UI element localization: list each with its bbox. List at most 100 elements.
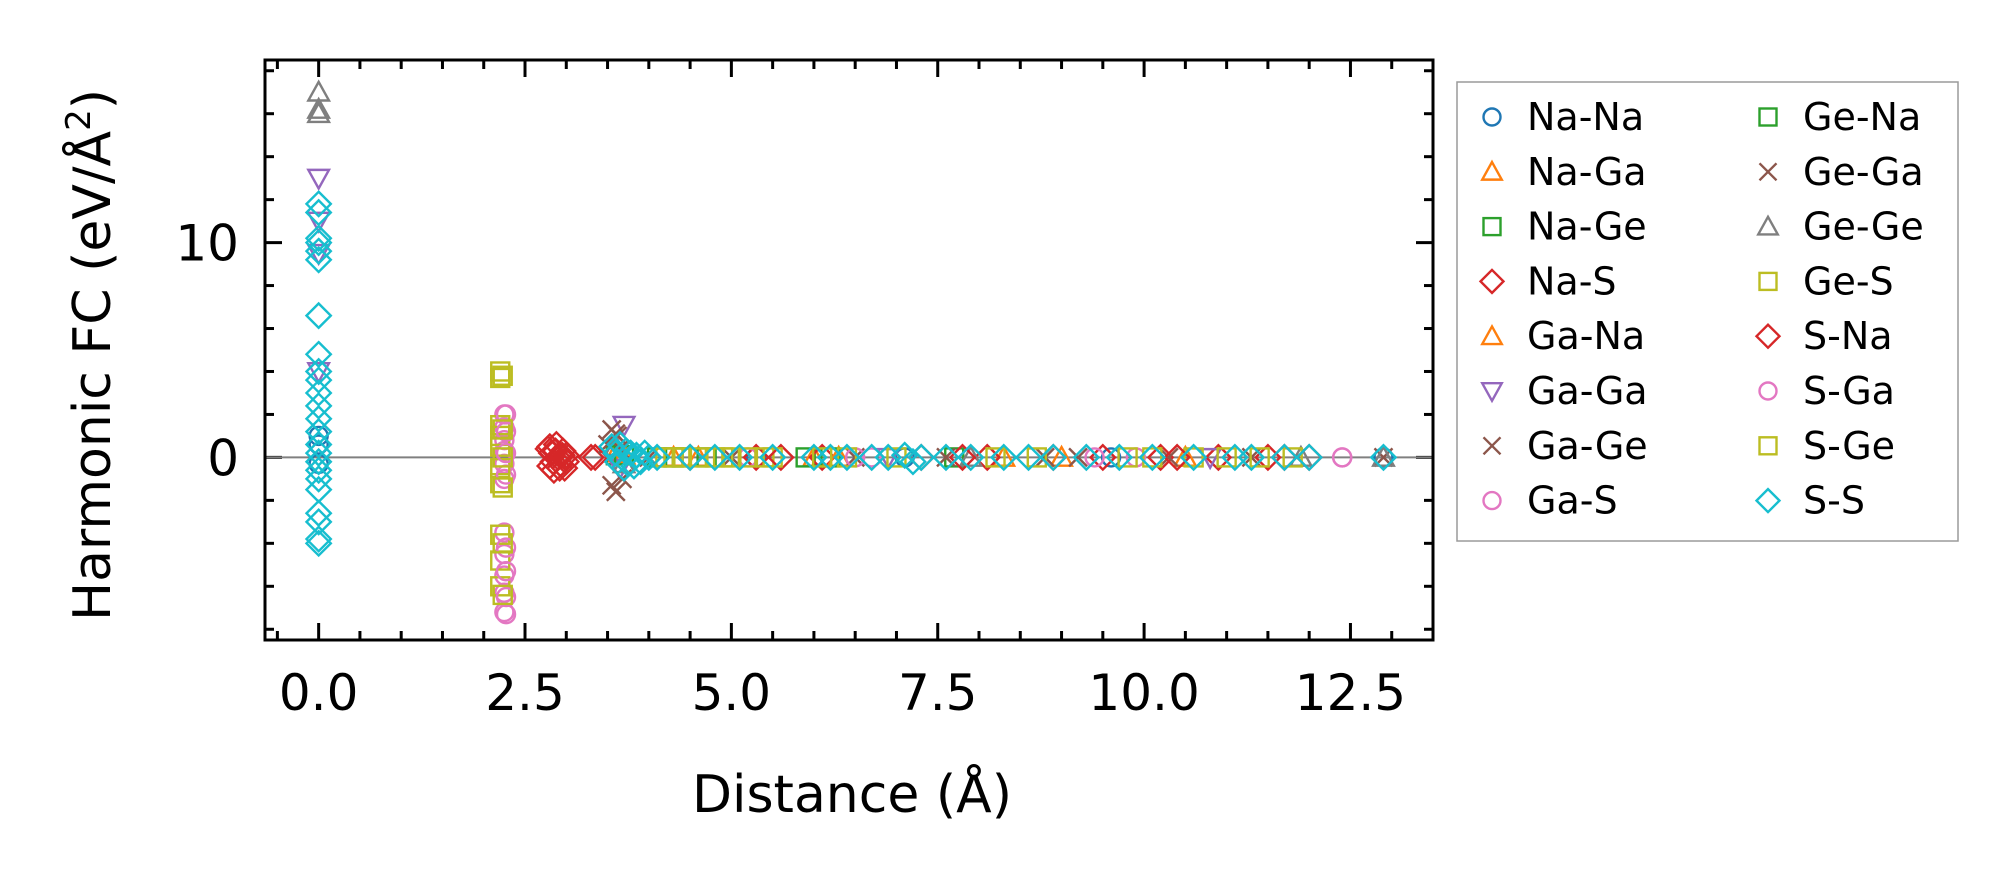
legend-label: Ge-Ga [1803,150,1924,194]
y-axis-label-main: Harmonic FC (eV/Å [61,130,123,621]
data-point [737,447,759,468]
x-tick-label: 0.0 [279,664,359,722]
data-point [1014,443,1043,472]
x-tick-label: 7.5 [898,664,978,722]
data-point [545,454,574,482]
data-point [304,417,333,446]
x-axis-label: Distance (Å) [692,763,1012,825]
data-point [676,443,704,472]
data-point [688,447,709,468]
legend-label: Na-Ga [1527,150,1647,194]
data-point [601,475,622,496]
y-axis-label: Harmonic FC (eV/Å2) [59,89,123,621]
data-point [767,443,795,472]
plot-frame [263,58,1435,642]
tick-layer [265,60,1435,640]
data-point [1282,447,1303,468]
series-ge-ge [306,79,1396,474]
data-point [304,499,333,528]
data-point [1369,443,1398,472]
legend-label: S-S [1803,479,1865,523]
y-axis-label-close: ) [63,89,123,109]
data-point [492,477,513,498]
legend-item-s-s: S-S [1754,479,1865,523]
data-point [1138,443,1167,472]
legend-marker [1480,159,1504,181]
x-tick-label: 2.5 [485,664,565,722]
legend-item-s-ge: S-Ge [1758,424,1895,468]
legend-marker [1754,487,1782,514]
data-point [492,419,513,440]
y-tick-label: 10 [175,215,239,273]
data-point [932,443,960,472]
y-tick-label: 0 [207,429,239,487]
data-point [958,444,984,467]
data-point [1100,447,1122,468]
legend-marker [1482,107,1502,127]
data-point [725,443,754,472]
data-point [548,441,577,470]
legend-marker [1756,214,1780,236]
legend: Na-Na Na-Ga Na-Ge Na-S Ga-Na Ga-Ga Ga-Ge Ga-S Ge… [1478,95,1924,523]
data-point [712,447,734,468]
data-point [795,447,816,468]
data-point [304,529,333,558]
data-point [552,447,581,476]
data-point [490,414,511,436]
data-point [1068,447,1088,468]
series-ga-ga [306,168,1223,481]
data-point [1237,443,1266,472]
data-point [643,443,671,472]
data-point [304,237,333,266]
data-point [1371,444,1396,467]
legend-label: Na-Ge [1527,205,1647,249]
legend-marker [1480,381,1504,404]
legend-label: S-Ge [1803,424,1895,468]
data-point [304,357,333,386]
data-point [492,365,513,386]
data-point [701,443,729,472]
data-point [1249,447,1270,468]
data-point [1084,447,1105,468]
data-point [304,224,333,253]
data-point [989,443,1018,472]
data-point [306,168,332,191]
data-point [1026,447,1047,468]
legend-item-ga-s: Ga-S [1482,479,1618,523]
data-point [495,442,517,464]
data-point [605,423,626,444]
legend-marker [1758,381,1778,401]
series-s-ge [492,365,1237,606]
data-point [634,443,663,472]
data-point [899,447,927,476]
data-point [1179,443,1208,472]
data-point [306,96,332,119]
legend-marker [1478,268,1506,295]
x-tick-label: 10.0 [1088,664,1199,722]
data-point [1295,443,1324,472]
legend-item-ge-ga: Ge-Ga [1758,150,1924,194]
data-point [861,447,882,468]
x-tick-label: 5.0 [692,664,772,722]
legend-frame [1456,81,1959,542]
data-point [306,100,332,124]
series-s-s [304,190,1398,558]
legend-item-na-na: Na-Na [1482,95,1644,139]
legend-label: Ga-Ge [1527,424,1648,468]
data-point [611,415,637,439]
legend-item-ge-na: Ge-Na [1758,95,1921,139]
data-point [304,228,333,257]
data-point [663,447,684,468]
legend-item-ge-s: Ge-S [1758,259,1894,303]
data-point [1183,447,1204,468]
legend-marker [1758,107,1778,127]
data-point [874,443,903,472]
legend-label: Ga-Na [1527,314,1645,358]
data-point [597,432,626,461]
data-point [1270,443,1299,472]
data-point [492,447,513,468]
legend-item-ga-na: Ga-Na [1480,314,1645,358]
legend-item-s-ga: S-Ga [1758,369,1895,413]
data-point [833,443,861,472]
